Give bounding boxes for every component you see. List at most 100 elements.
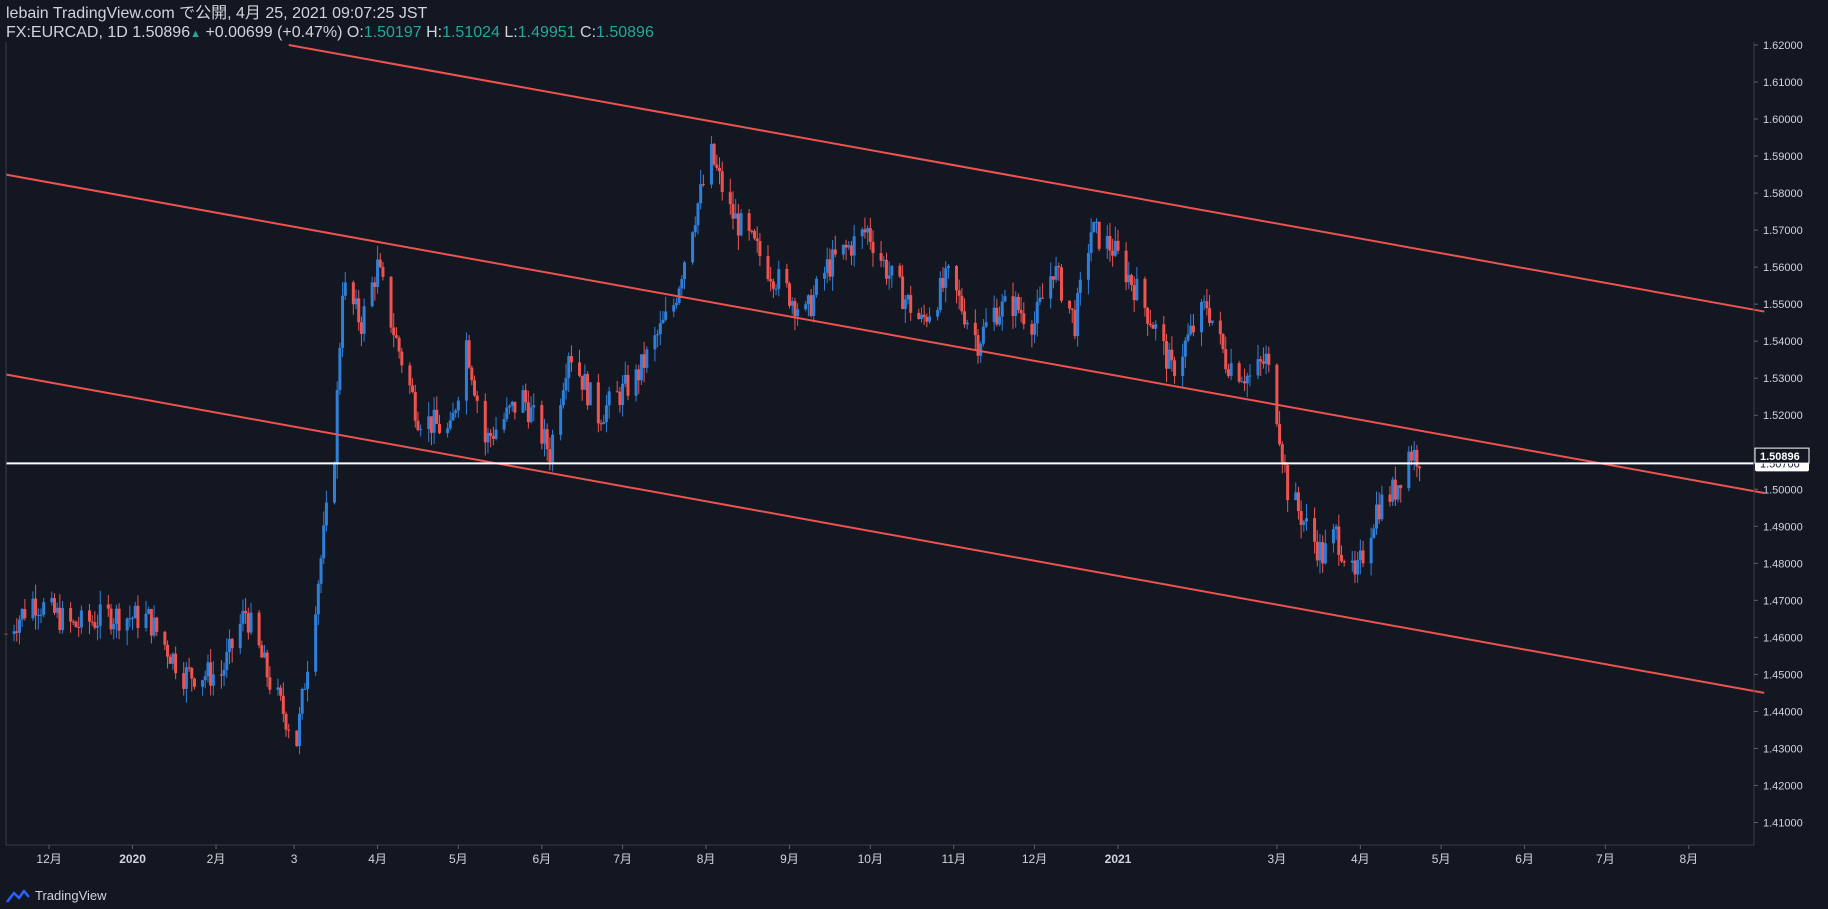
candle-body	[841, 244, 845, 255]
candle-body	[774, 288, 778, 290]
candle-body	[831, 249, 835, 277]
high-value: 1.51024	[442, 24, 500, 41]
candle-body	[79, 610, 83, 628]
price-tick-label: 1.57000	[1763, 225, 1803, 237]
candle-body	[683, 262, 687, 280]
candle-body	[1305, 518, 1308, 522]
candle-body	[39, 614, 43, 616]
candle-body	[559, 405, 563, 435]
candle-body	[494, 429, 498, 439]
brand-name: TradingView	[35, 888, 107, 903]
low-label: L:	[504, 24, 518, 41]
time-tick-label: 10月	[858, 852, 883, 866]
candle-body	[758, 241, 762, 257]
candle-body	[524, 390, 528, 403]
candle-body	[31, 598, 35, 619]
candle-body	[944, 268, 948, 288]
candle-body	[341, 295, 345, 348]
candle-body	[206, 662, 210, 677]
candle-body	[394, 335, 398, 338]
candle-body	[1073, 309, 1077, 337]
candle-body	[736, 213, 740, 236]
candle-body	[1256, 359, 1260, 376]
candle-body	[1205, 301, 1209, 309]
candle-body	[1162, 324, 1166, 342]
candle-body	[852, 236, 856, 256]
candle-body	[316, 583, 320, 615]
candle-body	[362, 306, 366, 334]
candle-body	[750, 230, 754, 232]
candle-body	[1418, 466, 1422, 469]
symbol[interactable]: FX:EURCAD, 1D	[6, 24, 128, 41]
candle-body	[1199, 301, 1203, 333]
candle-body	[168, 656, 172, 664]
candle-body	[674, 302, 678, 306]
channel-line-lower[interactable]	[5, 373, 1765, 694]
time-tick-label: 9月	[780, 852, 799, 866]
candle-body	[319, 558, 323, 584]
candle-body	[106, 604, 110, 609]
candle-body	[219, 674, 223, 676]
candle-body	[1323, 543, 1327, 564]
candle-body	[306, 671, 310, 689]
candle-body	[351, 282, 355, 305]
price-change: +0.00699 (+0.47%)	[205, 24, 343, 41]
candle-body	[1148, 323, 1152, 325]
candle-body	[596, 382, 600, 424]
price-axis[interactable]: 1.62000 1.61000 1.60000 1.59000 1.58000 1.570…	[1754, 40, 1803, 829]
candle-body	[1294, 492, 1298, 501]
candle-body	[769, 279, 773, 282]
candle-body	[42, 602, 46, 615]
time-tick-label: 11月	[942, 852, 966, 866]
candle-body	[58, 607, 62, 631]
candle-body	[755, 238, 759, 242]
channel-line-upper[interactable]	[288, 44, 1765, 313]
candle-body	[448, 420, 452, 429]
candle-body	[521, 390, 525, 413]
price-tick-label: 1.61000	[1763, 77, 1803, 89]
tradingview-brand[interactable]: TradingView	[6, 888, 107, 903]
candle-body	[1105, 236, 1109, 249]
candle-body	[898, 265, 902, 277]
candle-body	[720, 171, 724, 193]
last-price: 1.50896	[132, 24, 191, 41]
candle-body	[1089, 232, 1093, 253]
candle-body	[672, 305, 676, 312]
candle-body	[917, 312, 921, 320]
candle-body	[284, 713, 288, 730]
candle-body	[416, 420, 420, 430]
candle-body	[502, 419, 506, 430]
candle-body	[771, 281, 775, 289]
candle-body	[992, 307, 996, 323]
candle-body	[1331, 529, 1335, 544]
candle-body	[793, 301, 797, 317]
candle-body	[1070, 308, 1074, 310]
candle-body	[626, 374, 630, 396]
candle-body	[884, 259, 888, 279]
time-axis[interactable]: 12月 2020 2月 3 4月 5月 6月 7月 8月 9月 10月 11月 12月 2021 3月 4月 5…	[36, 845, 1698, 866]
time-tick-label: 8月	[697, 852, 716, 866]
candle-body	[1108, 236, 1112, 251]
candle-body	[413, 391, 417, 421]
price-tick-label: 1.49000	[1763, 521, 1803, 533]
candle-body	[1129, 274, 1133, 286]
candle-body	[483, 400, 487, 443]
channel-line-middle[interactable]	[5, 173, 1765, 494]
candle-body	[621, 383, 625, 406]
candle-body	[69, 607, 73, 622]
channel-lines[interactable]	[5, 44, 1765, 694]
candle-body	[785, 269, 789, 284]
price-tick-label: 1.60000	[1763, 114, 1803, 126]
candle-body	[1248, 375, 1252, 377]
candle-body	[359, 322, 363, 334]
candle-body	[1167, 349, 1171, 369]
candle-body	[1113, 240, 1117, 256]
candle-body	[61, 607, 65, 631]
candle-body	[637, 369, 641, 381]
candle-body	[1259, 359, 1263, 362]
candle-body	[871, 241, 875, 254]
candle-body	[1275, 364, 1279, 425]
candle-body	[513, 401, 517, 413]
candle-body	[77, 626, 81, 628]
